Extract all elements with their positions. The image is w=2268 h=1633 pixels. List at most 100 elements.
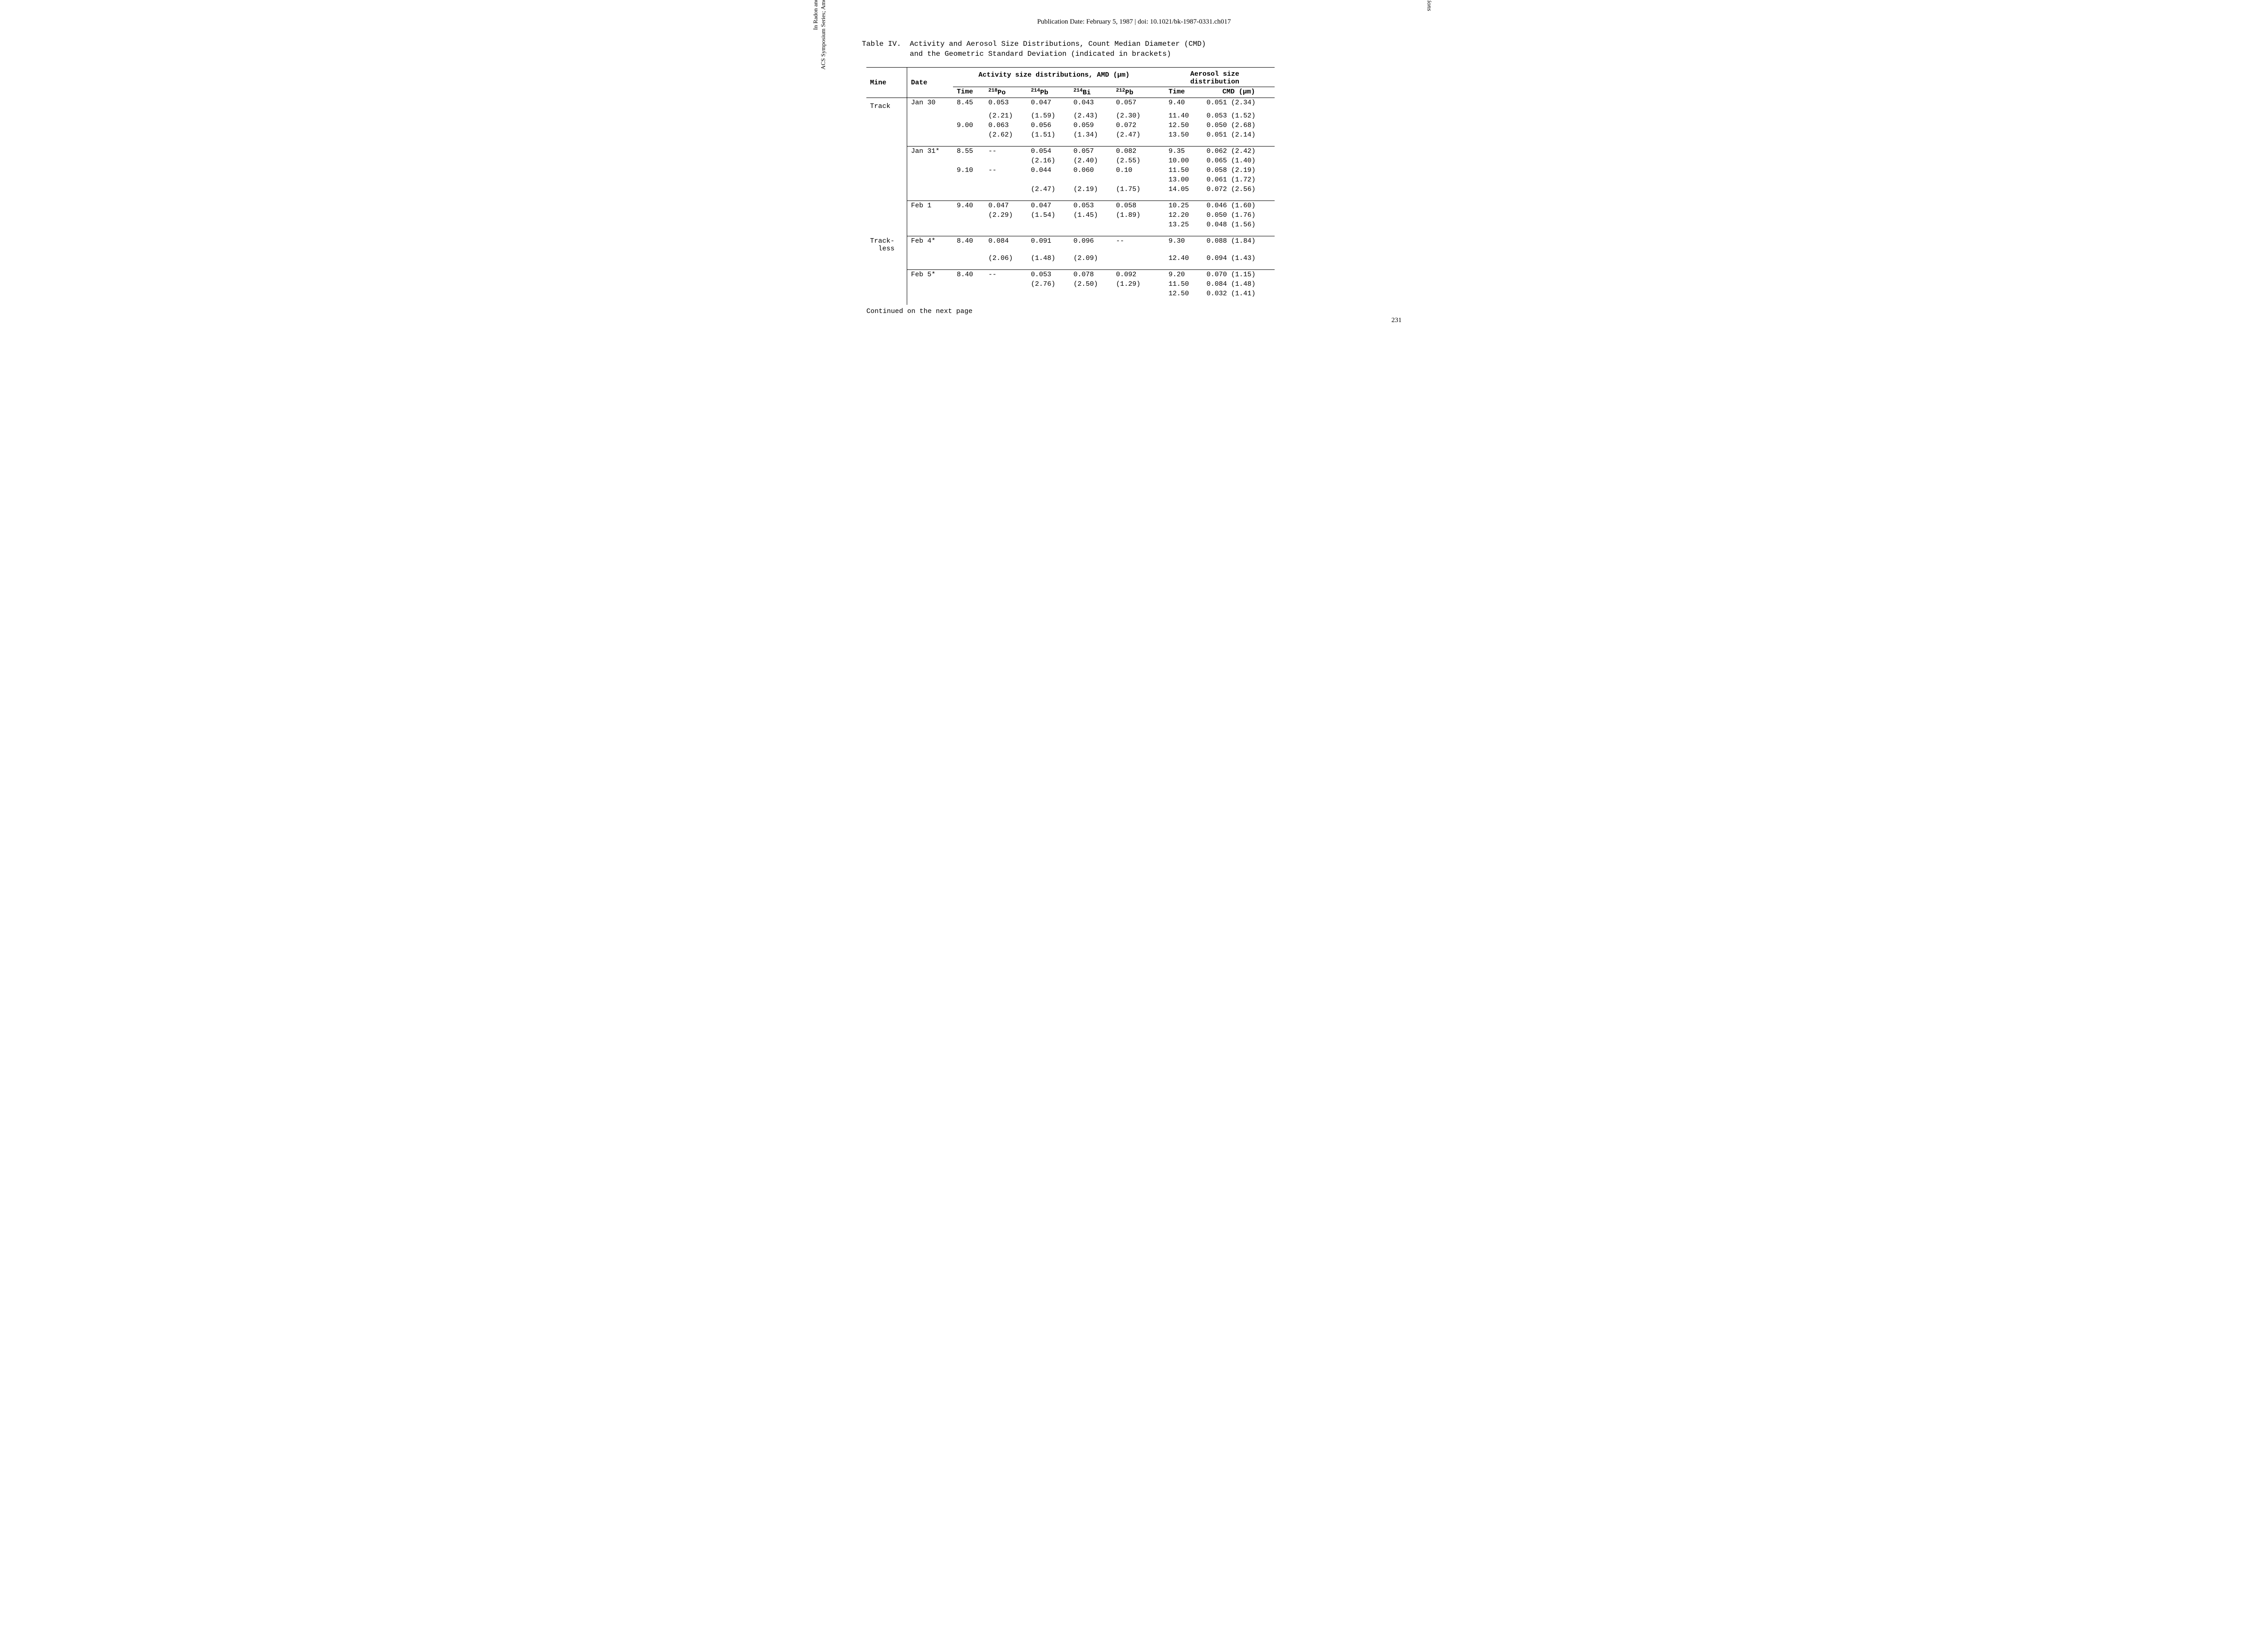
table-row: Jan 31*8.55--0.0540.0570.0829.350.062 (2…: [866, 147, 1275, 156]
data-table: Mine Date Activity size distributions, A…: [866, 67, 1275, 305]
cell-pb212: 0.10: [1112, 166, 1155, 175]
cell-cmd: 0.072 (2.56): [1203, 185, 1275, 194]
cell-cmd: 0.051 (2.34): [1203, 98, 1275, 112]
continued-note: Continued on the next page: [866, 308, 1406, 315]
spacer-row: [866, 194, 1275, 201]
table-caption: Table IV. Activity and Aerosol Size Dist…: [862, 39, 1406, 59]
cell-time: 9.00: [953, 121, 985, 130]
cell-bi214: 0.078: [1070, 269, 1112, 279]
table-row: 9.10--0.0440.0600.1011.500.058 (2.19): [866, 166, 1275, 175]
cell-date: [907, 130, 953, 140]
col-date: Date: [907, 68, 953, 98]
cell-mine: [866, 210, 907, 220]
cell-bi214: 0.096: [1070, 236, 1112, 254]
cell-time: [953, 279, 985, 289]
cell-cmd: 0.084 (1.48): [1203, 279, 1275, 289]
cell-bi214: (1.45): [1070, 210, 1112, 220]
cell-bi214: (2.40): [1070, 156, 1112, 166]
caption-line-2: and the Geometric Standard Deviation (in…: [910, 50, 1171, 58]
cell-mine: [866, 147, 907, 156]
spacer-row: [866, 298, 1275, 305]
cell-cmd: 0.046 (1.60): [1203, 201, 1275, 211]
left-margin-line2: ACS Symposium Series; American Chemical …: [820, 0, 826, 70]
cell-bi214: [1070, 220, 1112, 230]
page-number: 231: [1392, 317, 1402, 324]
cell-po218: [985, 220, 1027, 230]
cell-time: [953, 254, 985, 263]
col-time-aerosol: Time: [1155, 87, 1203, 98]
table-row: (2.76)(2.50)(1.29)11.500.084 (1.48): [866, 279, 1275, 289]
cell-pb214: (2.16): [1027, 156, 1070, 166]
cell-pb212: (2.55): [1112, 156, 1155, 166]
cell-pb214: 0.054: [1027, 147, 1070, 156]
publication-header: Publication Date: February 5, 1987 | doi…: [862, 18, 1406, 26]
cell-cmd: 0.088 (1.84): [1203, 236, 1275, 254]
cell-cmd: 0.048 (1.56): [1203, 220, 1275, 230]
page-container: Publication Date: February 5, 1987 | doi…: [862, 18, 1406, 315]
cell-time: [953, 185, 985, 194]
cell-pb214: [1027, 175, 1070, 185]
cell-cmd: 0.070 (1.15): [1203, 269, 1275, 279]
cell-mine: [866, 254, 907, 263]
cell-mine: [866, 185, 907, 194]
cell-mine: [866, 220, 907, 230]
cell-bi214: (1.34): [1070, 130, 1112, 140]
cell-time: 8.45: [953, 98, 985, 112]
table-row: (2.62)(1.51)(1.34)(2.47)13.500.051 (2.14…: [866, 130, 1275, 140]
cell-mine: [866, 166, 907, 175]
cell-pb214: (2.47): [1027, 185, 1070, 194]
cell-mine: [866, 289, 907, 298]
cell-time: 8.40: [953, 269, 985, 279]
table-row: (2.29)(1.54)(1.45)(1.89)12.200.050 (1.76…: [866, 210, 1275, 220]
cell-aerosol-time: 10.00: [1155, 156, 1203, 166]
table-row: (2.47)(2.19)(1.75)14.050.072 (2.56): [866, 185, 1275, 194]
cell-pb214: (1.54): [1027, 210, 1070, 220]
table-row: Feb 19.400.0470.0470.0530.05810.250.046 …: [866, 201, 1275, 211]
cell-pb214: (2.76): [1027, 279, 1070, 289]
cell-aerosol-time: 13.00: [1155, 175, 1203, 185]
cell-cmd: 0.062 (2.42): [1203, 147, 1275, 156]
cell-bi214: (2.19): [1070, 185, 1112, 194]
cell-date: Feb 1: [907, 201, 953, 211]
cell-bi214: (2.43): [1070, 111, 1112, 121]
cell-pb212: (1.29): [1112, 279, 1155, 289]
cell-bi214: [1070, 289, 1112, 298]
cell-time: 8.40: [953, 236, 985, 254]
cell-po218: (2.21): [985, 111, 1027, 121]
col-pb212: 212Pb: [1112, 87, 1155, 98]
cell-po218: 0.053: [985, 98, 1027, 112]
cell-po218: (2.62): [985, 130, 1027, 140]
cell-aerosol-time: 12.40: [1155, 254, 1203, 263]
caption-line-1: Activity and Aerosol Size Distributions,…: [910, 40, 1206, 48]
cell-pb214: (1.48): [1027, 254, 1070, 263]
table-head: Mine Date Activity size distributions, A…: [866, 68, 1275, 98]
cell-po218: [985, 156, 1027, 166]
cell-cmd: 0.061 (1.72): [1203, 175, 1275, 185]
table-row: 13.250.048 (1.56): [866, 220, 1275, 230]
cell-pb212: --: [1112, 236, 1155, 254]
cell-po218: [985, 185, 1027, 194]
cell-po218: --: [985, 147, 1027, 156]
cell-aerosol-time: 12.50: [1155, 289, 1203, 298]
cell-pb212: [1112, 175, 1155, 185]
cell-aerosol-time: 14.05: [1155, 185, 1203, 194]
table-row: (2.06)(1.48)(2.09)12.400.094 (1.43): [866, 254, 1275, 263]
cell-pb214: 0.056: [1027, 121, 1070, 130]
table-label: Table IV.: [862, 40, 901, 48]
cell-mine: [866, 201, 907, 211]
cell-po218: --: [985, 269, 1027, 279]
cell-date: Jan 30: [907, 98, 953, 112]
left-margin-line1: In Radon and Its Decay Products; Hopke, …: [812, 0, 819, 30]
col-time-activity: Time: [953, 87, 985, 98]
cell-pb212: (2.47): [1112, 130, 1155, 140]
cell-date: [907, 289, 953, 298]
table-row: Track- lessFeb 4*8.400.0840.0910.096--9.…: [866, 236, 1275, 254]
table-row: (2.16)(2.40)(2.55)10.000.065 (1.40): [866, 156, 1275, 166]
cell-aerosol-time: 9.35: [1155, 147, 1203, 156]
cell-pb214: (1.59): [1027, 111, 1070, 121]
cell-mine: [866, 121, 907, 130]
cell-time: [953, 289, 985, 298]
table-row: TrackJan 308.450.0530.0470.0430.0579.400…: [866, 98, 1275, 112]
cell-date: [907, 185, 953, 194]
cell-time: [953, 210, 985, 220]
